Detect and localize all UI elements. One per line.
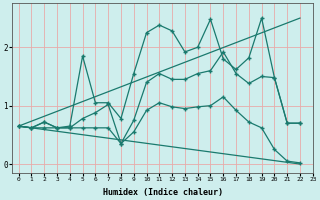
X-axis label: Humidex (Indice chaleur): Humidex (Indice chaleur): [102, 188, 222, 197]
